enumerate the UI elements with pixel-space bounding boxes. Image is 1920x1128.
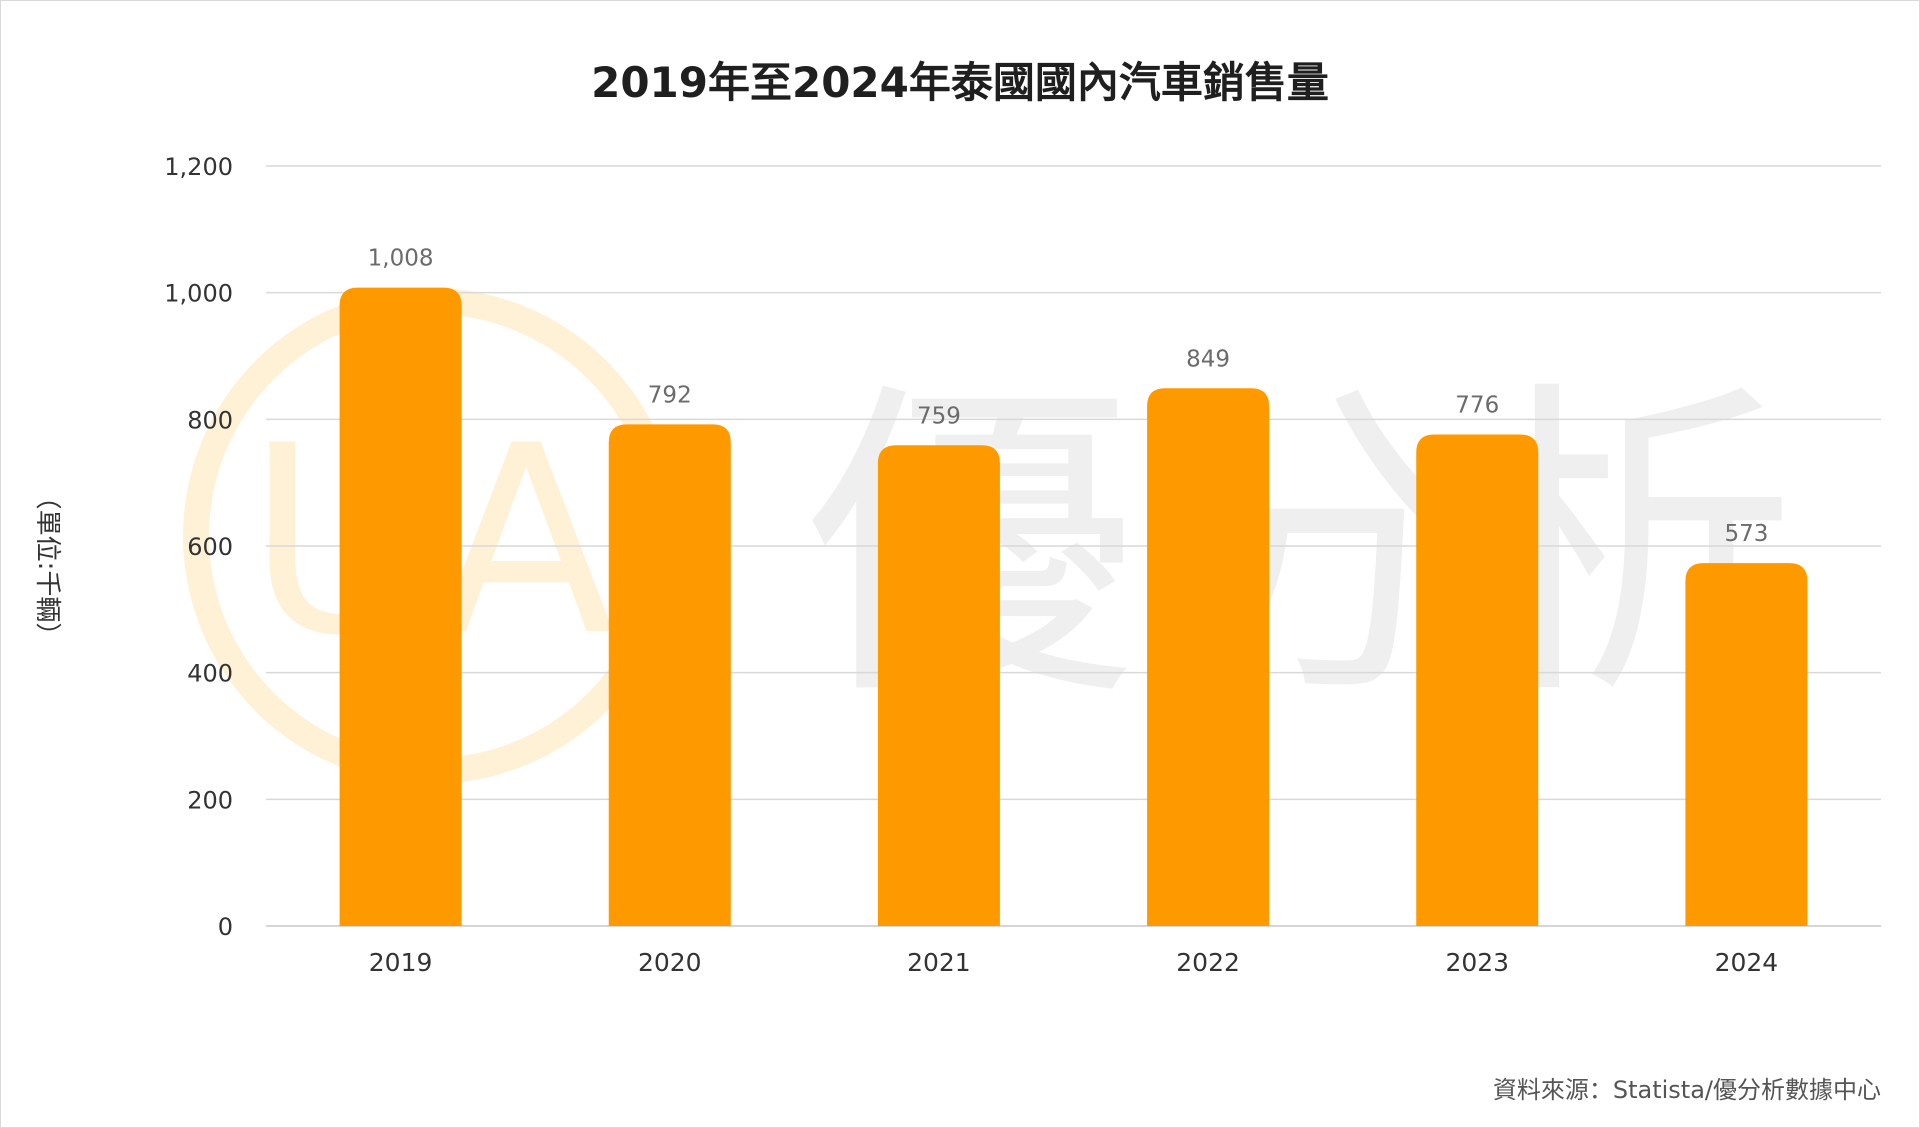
y-tick-label: 600 <box>187 533 233 561</box>
bar-2020 <box>608 424 731 926</box>
y-tick-label: 1,000 <box>164 280 233 308</box>
chart-title: 2019年至2024年泰國國內汽車銷售量 <box>591 58 1329 107</box>
y-tick-label: 800 <box>187 406 233 434</box>
data-label-2019: 1,008 <box>368 246 434 272</box>
data-label-2022: 849 <box>1186 346 1230 372</box>
bar-2023 <box>1416 434 1539 926</box>
x-tick-label: 2024 <box>1715 948 1779 977</box>
x-tick-label: 2020 <box>638 948 702 977</box>
source-note: 資料來源：Statista/優分析數據中心 <box>1493 1076 1881 1104</box>
x-tick-label: 2022 <box>1176 948 1240 977</box>
y-tick-label: 200 <box>187 786 233 814</box>
bar-2021 <box>877 445 1000 926</box>
data-labels: 1,008 792 759 849 776 573 <box>368 246 1769 547</box>
data-label-2020: 792 <box>648 382 692 408</box>
y-axis-label: （單位:千輛） <box>32 484 62 649</box>
bar-2024 <box>1685 563 1808 926</box>
bars <box>339 287 1808 927</box>
bar-2022 <box>1147 388 1270 926</box>
bar-2019 <box>339 287 462 927</box>
x-tick-label: 2023 <box>1445 948 1509 977</box>
y-axis-ticks: 0 200 400 600 800 1,000 1,200 <box>164 153 233 941</box>
x-tick-label: 2019 <box>369 948 433 977</box>
y-tick-label: 0 <box>218 913 233 941</box>
data-label-2021: 759 <box>917 403 961 429</box>
x-tick-label: 2021 <box>907 948 971 977</box>
gridlines <box>266 165 1881 927</box>
y-tick-label: 400 <box>187 660 233 688</box>
data-label-2023: 776 <box>1455 393 1499 419</box>
x-axis-ticks: 2019 2020 2021 2022 2023 2024 <box>369 948 1778 977</box>
y-tick-label: 1,200 <box>164 153 233 181</box>
data-label-2024: 573 <box>1724 521 1768 547</box>
